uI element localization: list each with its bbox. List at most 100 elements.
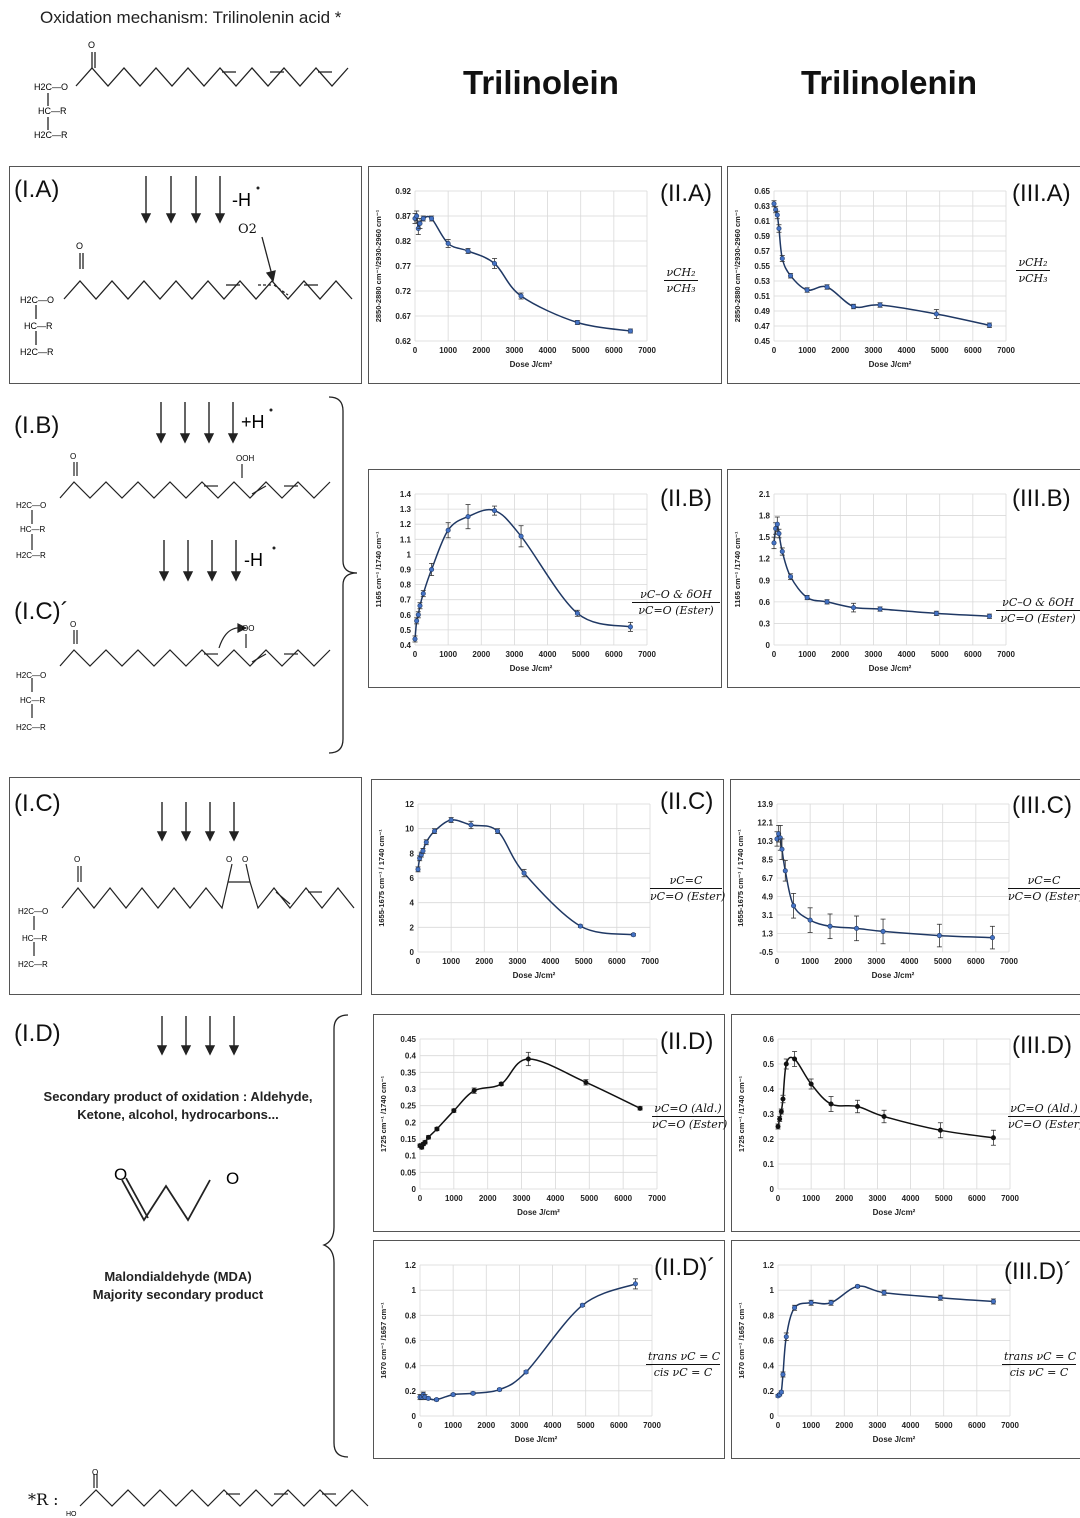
x-tick-label: 7000 xyxy=(638,650,656,659)
x-tick-label: 7000 xyxy=(997,346,1015,355)
data-point xyxy=(492,261,498,267)
y-tick-label: 0.6 xyxy=(759,598,771,607)
chart-iiia: 0.45 0.47 0.49 0.51 0.53 0.55 0.57 0.59 0.61 0.63… xyxy=(733,187,1015,369)
x-tick-label: 1000 xyxy=(798,346,816,355)
x-tick-label: 6000 xyxy=(964,346,982,355)
data-point xyxy=(779,549,785,555)
chart-iib: 0.4 0.5 0.6 0.7 0.8 0.9 1 1.1 1.2 1.3 1.4 0 1000 2000… xyxy=(374,490,656,673)
label-ic: (I.C) xyxy=(14,790,61,817)
arrow-text-ib: +H xyxy=(241,412,265,432)
svg-text:H2C—R: H2C—R xyxy=(20,347,54,357)
svg-text:HC—R: HC—R xyxy=(24,321,53,331)
y-tick-label: 2 xyxy=(410,923,415,932)
tag-iiib: (III.B) xyxy=(1012,485,1071,512)
x-tick-label: 4000 xyxy=(902,1194,920,1203)
uv-arrows-ib: +H xyxy=(155,402,273,444)
data-point xyxy=(574,320,580,326)
arrow-text-ia: -H xyxy=(232,190,251,210)
data-point xyxy=(780,1371,786,1377)
label-id: (I.D) xyxy=(14,1020,61,1047)
tag-iiic: (III.C) xyxy=(1012,792,1072,819)
ratio-iic: νC=C νC=O (Ester) xyxy=(650,874,726,903)
data-point xyxy=(417,220,423,226)
structure-hc-r: HC—R xyxy=(38,106,67,116)
structure-ib: OOH O H2C—O HC—R H2C—R xyxy=(16,452,331,560)
x-tick-label: 1000 xyxy=(439,346,457,355)
x-tick-label: 7000 xyxy=(648,1194,666,1203)
tag-iiid: (III.D) xyxy=(1012,1032,1072,1059)
y-tick-label: 1.1 xyxy=(400,535,412,544)
x-axis-label: Dose J/cm² xyxy=(513,971,556,980)
x-tick-label: 7000 xyxy=(643,1421,661,1430)
x-tick-label: 3000 xyxy=(513,1194,531,1203)
y-tick-label: 0 xyxy=(766,641,771,650)
x-tick-label: 0 xyxy=(418,1421,423,1430)
data-point xyxy=(782,868,788,874)
svg-text:H2C—O: H2C—O xyxy=(16,671,46,680)
chart-box-iidp xyxy=(373,1240,725,1459)
x-tick-label: 7000 xyxy=(1001,1194,1019,1203)
data-point xyxy=(429,567,435,573)
chart-box-iic xyxy=(371,779,724,995)
data-point xyxy=(808,1081,814,1087)
x-tick-label: 2000 xyxy=(835,1421,853,1430)
y-tick-label: 6 xyxy=(410,874,415,883)
tag-iia: (II.A) xyxy=(660,180,712,207)
y-tick-label: 1.5 xyxy=(759,533,771,542)
data-point xyxy=(776,225,782,231)
x-tick-label: 5000 xyxy=(572,346,590,355)
svg-text:H2C—O: H2C—O xyxy=(20,295,54,305)
x-tick-label: 2000 xyxy=(472,650,490,659)
data-point xyxy=(574,610,580,616)
series-line xyxy=(419,1283,636,1401)
data-point xyxy=(771,201,777,207)
data-point xyxy=(451,1108,457,1114)
x-axis-label: Dose J/cm² xyxy=(869,664,912,673)
x-tick-label: 4000 xyxy=(898,650,916,659)
data-point xyxy=(776,831,782,837)
x-tick-label: 0 xyxy=(413,346,418,355)
y-tick-label: 0.5 xyxy=(763,1060,775,1069)
x-tick-label: 2000 xyxy=(831,346,849,355)
series-line xyxy=(773,523,990,617)
y-tick-label: 0.2 xyxy=(405,1387,417,1396)
y-tick-label: 0.57 xyxy=(754,247,770,256)
x-tick-label: 6000 xyxy=(968,1194,986,1203)
y-axis-label: 1655-1675 cm⁻¹ / 1740 cm⁻¹ xyxy=(736,829,745,927)
tag-iidp: (II.D)´ xyxy=(654,1254,716,1281)
y-tick-label: 0 xyxy=(770,1412,775,1421)
tag-iiidp: (III.D)´ xyxy=(1004,1258,1072,1285)
data-point xyxy=(432,828,438,834)
data-point xyxy=(518,533,524,539)
data-point xyxy=(465,248,471,254)
y-tick-label: 0.35 xyxy=(400,1068,416,1077)
data-point xyxy=(412,636,418,642)
x-tick-label: 4000 xyxy=(901,957,919,966)
data-point xyxy=(420,215,426,221)
x-tick-label: 1000 xyxy=(445,1194,463,1203)
x-tick-label: 6000 xyxy=(964,650,982,659)
trilinolenin-structure: O H2C—O HC—R H2C—R xyxy=(34,40,349,140)
data-point xyxy=(990,1135,996,1141)
chart-box-iiidp xyxy=(731,1240,1080,1459)
y-tick-label: 1.3 xyxy=(400,505,412,514)
data-point xyxy=(422,1139,428,1145)
x-tick-label: 5000 xyxy=(575,957,593,966)
y-tick-label: 0.53 xyxy=(754,277,770,286)
svg-text:O: O xyxy=(92,1468,98,1477)
y-tick-label: 1.4 xyxy=(400,490,412,499)
x-tick-label: 6000 xyxy=(605,650,623,659)
chart-box-iid xyxy=(373,1014,725,1232)
y-tick-label: 0.6 xyxy=(400,611,412,620)
x-tick-label: 5000 xyxy=(935,1194,953,1203)
y-tick-label: 8.5 xyxy=(762,856,774,865)
x-tick-label: 1000 xyxy=(802,1194,820,1203)
data-point xyxy=(445,241,451,247)
fatty-chain xyxy=(75,67,349,87)
data-point xyxy=(577,923,583,929)
radical-dot-icon xyxy=(269,408,273,412)
uv-arrows-ic xyxy=(156,802,240,842)
svg-text:H2C—O: H2C—O xyxy=(16,501,46,510)
y-tick-label: 1.2 xyxy=(763,1261,775,1270)
x-tick-label: 5000 xyxy=(580,1194,598,1203)
